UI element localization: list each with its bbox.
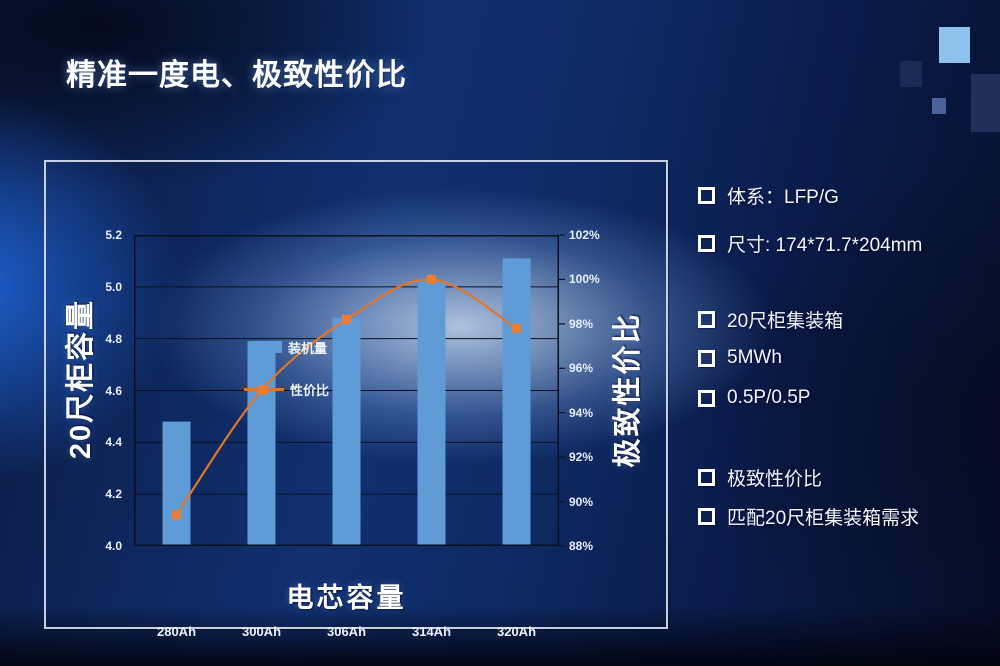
line-marker (172, 510, 181, 520)
y-axis-tick-right: 102% (569, 228, 600, 242)
y-axis-tick-right: 98% (569, 316, 594, 331)
x-axis-labels: 280Ah 300Ah 306Ah 314Ah 320Ah (134, 624, 559, 642)
bar (162, 421, 191, 546)
line-marker (512, 323, 521, 333)
y-axis-tick-left: 4.2 (105, 487, 122, 502)
legend-bar-swatch (252, 341, 282, 353)
x-axis-tick-label: 306Ah (326, 624, 367, 639)
line-marker (427, 274, 436, 284)
y-axis-tick-left: 4.4 (105, 435, 122, 450)
spec-text: 极致性价比 (727, 468, 823, 490)
slide-title: 精准一度电、极致性价比 (66, 59, 407, 92)
x-axis-tick-label: 314Ah (411, 624, 452, 639)
y-axis-tick-right: 94% (569, 405, 594, 420)
spec-text: 尺寸: 174*71.7*204mm (727, 234, 923, 256)
bar (502, 258, 531, 546)
legend-bar-label: 装机量 (288, 340, 328, 356)
square-bullet-icon (698, 349, 715, 367)
spec-item: 体系：LFP/G (698, 183, 839, 208)
y-axis-tick-left: 5.2 (105, 228, 122, 242)
decor-square (939, 27, 970, 63)
y-axis-tick-left: 4.6 (105, 383, 122, 398)
decor-square (932, 98, 946, 114)
y-axis-tick-right: 100% (569, 272, 600, 287)
y-axis-tick-left: 4.8 (105, 331, 122, 346)
y-axis-tick-left: 5.0 (105, 279, 122, 294)
decor-square (900, 61, 922, 87)
square-bullet-icon (698, 186, 715, 204)
spec-text: 匹配20尺柜集装箱需求 (727, 507, 920, 529)
spec-item: 5MWh (698, 346, 782, 370)
legend-item-line: 性价比 (244, 381, 330, 398)
square-bullet-icon (698, 310, 715, 328)
legend-line-marker-icon (259, 384, 268, 394)
y-axis-tick-right: 90% (569, 494, 594, 509)
spec-item: 匹配20尺柜集装箱需求 (698, 504, 920, 529)
y-axis-title-right: 极致性价比 (612, 312, 644, 468)
y-axis-tick-left: 4.0 (105, 539, 122, 553)
square-bullet-icon (698, 389, 715, 407)
x-axis-tick-label: 300Ah (241, 624, 282, 639)
square-bullet-icon (698, 507, 715, 525)
plot-area: 装机量 性价比 (134, 234, 565, 547)
legend-line-swatch (244, 384, 284, 394)
spec-text: 20尺柜集装箱 (727, 310, 844, 332)
bar (247, 341, 276, 546)
y-axis-tick-right: 96% (569, 361, 594, 376)
y-axis-tick-right: 92% (569, 450, 594, 465)
square-bullet-icon (698, 234, 715, 252)
spec-text: 5MWh (727, 347, 782, 368)
x-axis-tick-label: 320Ah (496, 624, 537, 639)
decor-square (971, 74, 1000, 132)
y-axis-right-ticks: 102% 100% 98% 96% 94% 92% 90% 88% (569, 228, 629, 553)
chart-panel: 装机量 性价比 5.2 5.0 4.8 4.6 4.4 4.2 4.0 102% 100% 98… (44, 160, 668, 639)
spec-item: 0.5P/0.5P (698, 386, 810, 410)
y-axis-tick-right: 88% (569, 539, 594, 553)
square-bullet-icon (698, 468, 715, 486)
y-axis-left-ticks: 5.2 5.0 4.8 4.6 4.4 4.2 4.0 (74, 228, 122, 553)
chart-svg (134, 234, 565, 547)
legend-item-bars: 装机量 (252, 339, 328, 356)
bar (332, 317, 361, 546)
line-marker (342, 314, 351, 324)
spec-item: 20尺柜集装箱 (698, 307, 844, 332)
spec-item: 尺寸: 174*71.7*204mm (698, 231, 923, 256)
spec-text: 0.5P/0.5P (727, 387, 811, 408)
spec-item: 极致性价比 (698, 465, 823, 490)
y-axis-title-left: 20尺柜容量 (65, 298, 97, 460)
plot-border (134, 235, 559, 546)
bar (417, 281, 446, 546)
spec-text: 体系：LFP/G (727, 186, 839, 208)
x-axis-title: 电芯容量 (286, 583, 407, 613)
x-axis-tick-label: 280Ah (156, 624, 197, 639)
legend-line-label: 性价比 (290, 382, 330, 398)
